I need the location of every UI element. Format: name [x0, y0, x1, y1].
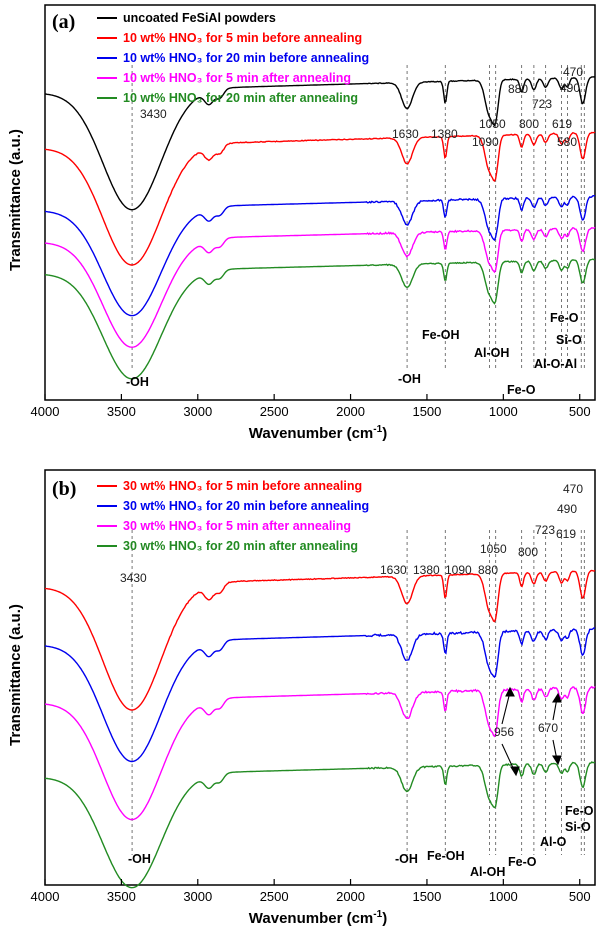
panel-b-y-axis-title: Transmittance (a.u.) [7, 604, 24, 746]
peak-label-880: 880 [508, 82, 528, 96]
peak-label-b-880: 880 [478, 563, 498, 577]
panel-b-letter: (b) [52, 478, 76, 500]
assign-b-alo: Al-O [540, 835, 567, 849]
peak-label-490: 490 [560, 81, 580, 95]
assign-b-feo-470: Fe-O [565, 804, 594, 818]
legend-label: 30 wt% HNO₃ for 20 min after annealing [123, 539, 358, 553]
assign-a-sio: Si-O [556, 333, 582, 347]
peak-label-b-490: 490 [557, 502, 577, 516]
x-tick-label: 1500 [412, 404, 441, 419]
panel-a-letter: (a) [52, 11, 75, 33]
panel-b-frame [44, 469, 596, 886]
peak-label-b-800: 800 [518, 545, 538, 559]
annot-670: 670 [538, 721, 558, 735]
legend-label: 30 wt% HNO₃ for 20 min before annealing [123, 499, 369, 513]
annot-arrows [501, 686, 562, 777]
peak-label-1050: 1050 [479, 117, 506, 131]
x-tick-label: 500 [569, 404, 591, 419]
x-tick-label: 4000 [31, 404, 60, 419]
panel-b: 4000 3500 3000 2500 2000 1500 1000 500 (b) 30 w… [7, 469, 596, 927]
series-line-4 [44, 226, 596, 348]
x-tick-label: 2000 [336, 889, 365, 904]
assign-a-alo-al: Al-O-Al [534, 357, 577, 371]
legend-label: 30 wt% HNO₃ for 5 min after annealing [123, 519, 351, 533]
x-tick-label: 3500 [107, 404, 136, 419]
assign-b-sio: Si-O [565, 820, 591, 834]
assign-b-feo-880: Fe-O [508, 855, 537, 869]
x-tick-label: 2500 [260, 404, 289, 419]
peak-label-1380: 1380 [431, 127, 458, 141]
x-tick-label: 3000 [183, 404, 212, 419]
panel-a-x-axis-title: Wavenumber (cm-1) [249, 424, 387, 442]
assign-a-feo-470: Fe-O [550, 311, 579, 325]
peak-label-b-1050: 1050 [480, 542, 507, 556]
series-line-1 [44, 569, 596, 711]
peak-label-723: 723 [532, 97, 552, 111]
legend-label: 10 wt% HNO₃ for 20 min after annealing [123, 91, 358, 105]
assign-b-oh-1630: -OH [395, 852, 418, 866]
series-line-5 [44, 258, 596, 380]
assign-b-feoh: Fe-OH [427, 849, 465, 863]
assign-a-aloh: Al-OH [474, 346, 509, 360]
series-line-2 [44, 131, 596, 266]
series-line-1 [44, 76, 596, 211]
assign-a-oh-1630: -OH [398, 372, 421, 386]
peak-label-b-619: 619 [556, 527, 576, 541]
panel-b-x-axis-title: Wavenumber (cm-1) [249, 909, 387, 927]
peak-label-3430: 3430 [140, 107, 167, 121]
peak-label-b-1380: 1380 [413, 563, 440, 577]
x-tick-label: 3500 [107, 889, 136, 904]
legend-label: 10 wt% HNO₃ for 5 min after annealing [123, 71, 351, 85]
peak-label-b-470: 470 [563, 482, 583, 496]
x-tick-label: 1500 [412, 889, 441, 904]
series-line-2 [44, 627, 596, 763]
peak-label-b-1630: 1630 [380, 563, 407, 577]
x-tick-label: 4000 [31, 889, 60, 904]
peak-label-b-3430: 3430 [120, 571, 147, 585]
x-tick-label: 2000 [336, 404, 365, 419]
x-tick-label: 1000 [489, 889, 518, 904]
x-tick-label: 1000 [489, 404, 518, 419]
legend-label: 30 wt% HNO₃ for 5 min before annealing [123, 479, 362, 493]
assign-b-aloh: Al-OH [470, 865, 505, 879]
legend-label: 10 wt% HNO₃ for 20 min before annealing [123, 51, 369, 65]
peak-label-b-723: 723 [535, 523, 555, 537]
peak-label-470: 470 [563, 65, 583, 79]
assign-a-feo-880: Fe-O [507, 383, 536, 397]
legend-label: 10 wt% HNO₃ for 5 min before annealing [123, 31, 362, 45]
peak-label-800: 800 [519, 117, 539, 131]
peak-label-1630: 1630 [392, 127, 419, 141]
peak-label-580: 580 [557, 135, 577, 149]
peak-label-1090: 1090 [472, 135, 499, 149]
series-line-3 [44, 685, 596, 821]
x-tick-label: 3000 [183, 889, 212, 904]
annot-956: 956 [494, 725, 514, 739]
peak-label-619: 619 [552, 117, 572, 131]
panel-a-y-axis-title: Transmittance (a.u.) [7, 129, 24, 271]
legend-label: uncoated FeSiAl powders [123, 11, 276, 25]
assign-a-feoh: Fe-OH [422, 328, 460, 342]
assign-a-oh-3430: -OH [126, 375, 149, 389]
x-tick-label: 500 [569, 889, 591, 904]
x-tick-label: 2500 [260, 889, 289, 904]
peak-label-b-1090: 1090 [445, 563, 472, 577]
panel-a: 4000 3500 3000 2500 2000 1500 1000 500 (a) unco… [7, 4, 596, 442]
panel-a-frame [44, 4, 596, 401]
series-line-4 [44, 761, 596, 889]
assign-b-oh-3430: -OH [128, 852, 151, 866]
series-line-3 [44, 194, 596, 317]
